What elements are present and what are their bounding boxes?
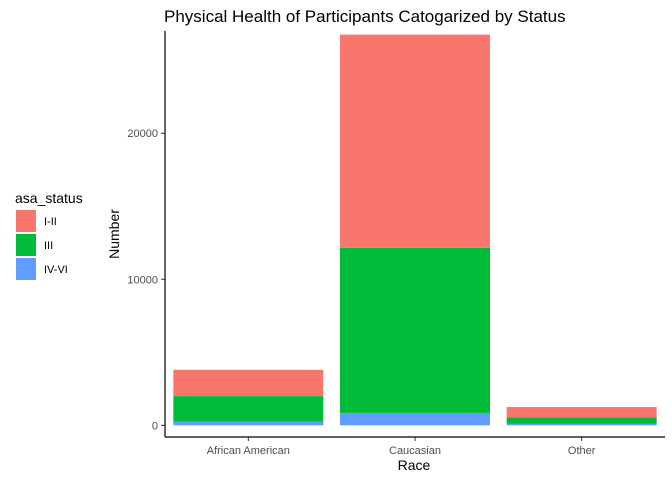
- legend-label-iv-vi: IV-VI: [44, 264, 68, 276]
- legend-swatch-iii: [16, 234, 36, 256]
- y-tick-label: 20000: [127, 128, 158, 140]
- plot-area: African American Caucasian Other 0 10000 2000…: [127, 31, 665, 457]
- legend-swatch-i-ii: [16, 210, 36, 232]
- legend-label-iii: III: [44, 240, 53, 252]
- y-tick-label: 0: [152, 420, 158, 432]
- bar-segment-iv-vi-african-american: [173, 421, 324, 426]
- legend-title: asa_status: [15, 190, 83, 206]
- bar-segment-iv-vi-caucasian: [340, 412, 490, 426]
- bar-segment-iv-vi-other: [506, 423, 657, 426]
- legend-label-i-ii: I-II: [44, 216, 57, 228]
- x-tick-label: Other: [568, 445, 596, 457]
- bar-segment-iii-caucasian: [340, 247, 490, 413]
- legend: asa_status I-II III IV-VI: [15, 190, 83, 280]
- bar-segment-iii-other: [506, 417, 657, 424]
- x-axis-title: Race: [398, 457, 431, 473]
- bar-segment-i-ii-other: [506, 407, 657, 418]
- chart-title: Physical Health of Participants Catogari…: [164, 7, 566, 26]
- bar-segment-i-ii-african-american: [173, 369, 324, 397]
- legend-swatch-iv-vi: [16, 258, 36, 280]
- x-tick-label: Caucasian: [389, 445, 441, 457]
- x-tick-label: African American: [207, 445, 290, 457]
- bar-segment-iii-african-american: [173, 396, 324, 422]
- y-axis-title: Number: [106, 209, 122, 259]
- bar-segment-i-ii-caucasian: [340, 34, 490, 248]
- y-tick-label: 10000: [127, 274, 158, 286]
